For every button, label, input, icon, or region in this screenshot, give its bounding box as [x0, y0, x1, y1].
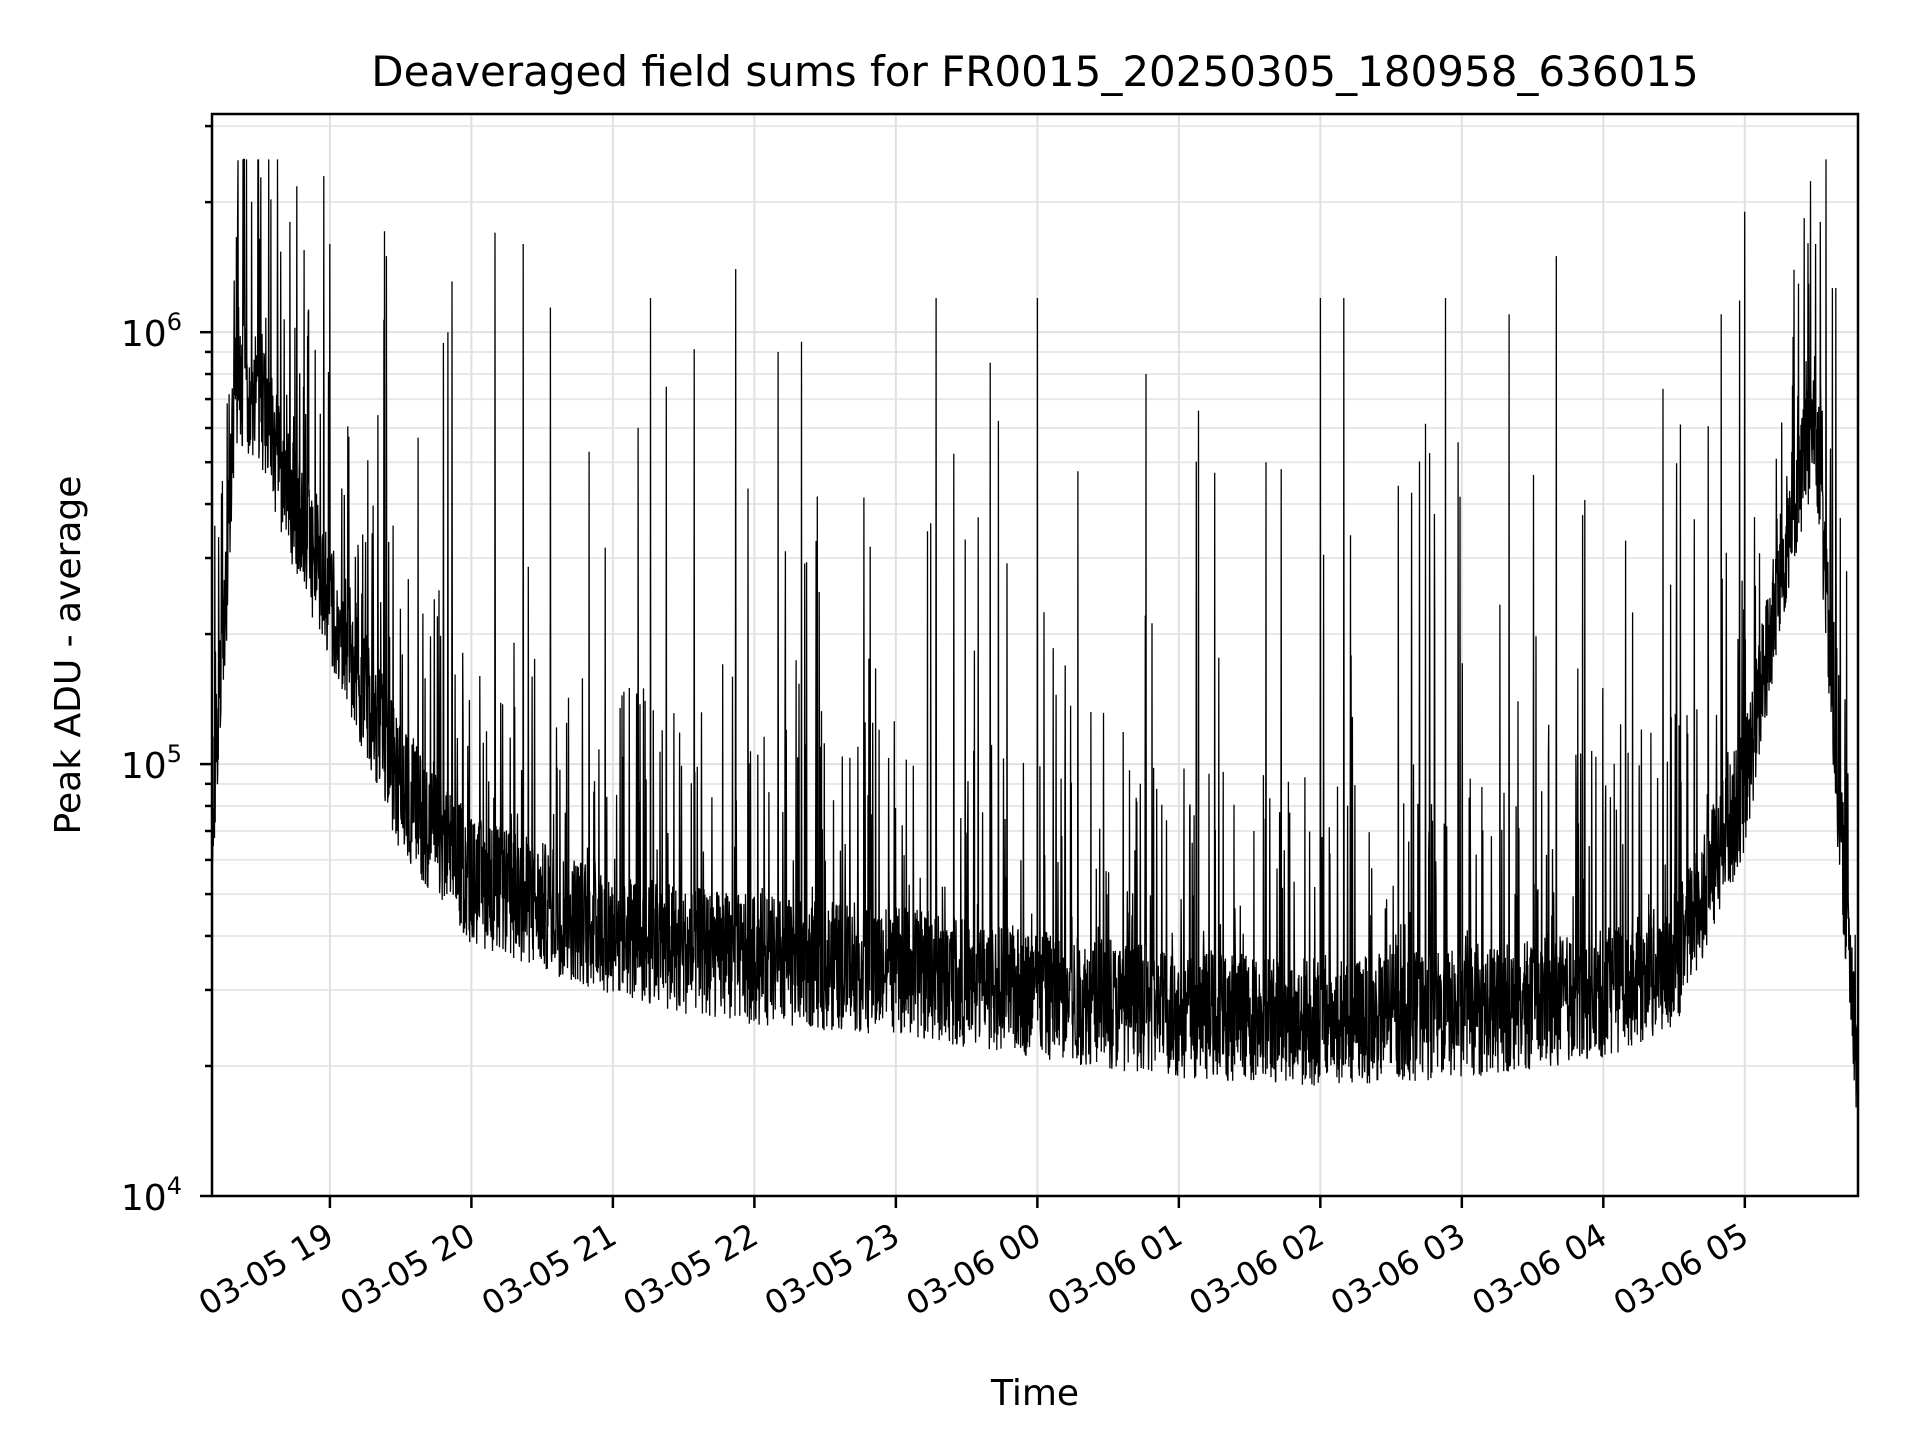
- y-axis: 104 105 106: [121, 124, 212, 1219]
- x-axis-label: Time: [990, 1373, 1079, 1414]
- series-line: [211, 158, 1859, 1108]
- y-tick-label: 106: [121, 308, 182, 355]
- plot-frame: [210, 112, 1860, 1198]
- series-layer: [211, 158, 1859, 1108]
- chart-title: Deaveraged field sums for FR0015_2025030…: [371, 47, 1699, 96]
- y-tick-label: 104: [121, 1172, 182, 1219]
- y-tick-label: 105: [121, 740, 182, 787]
- y-axis-label: Peak ADU - average: [48, 476, 89, 835]
